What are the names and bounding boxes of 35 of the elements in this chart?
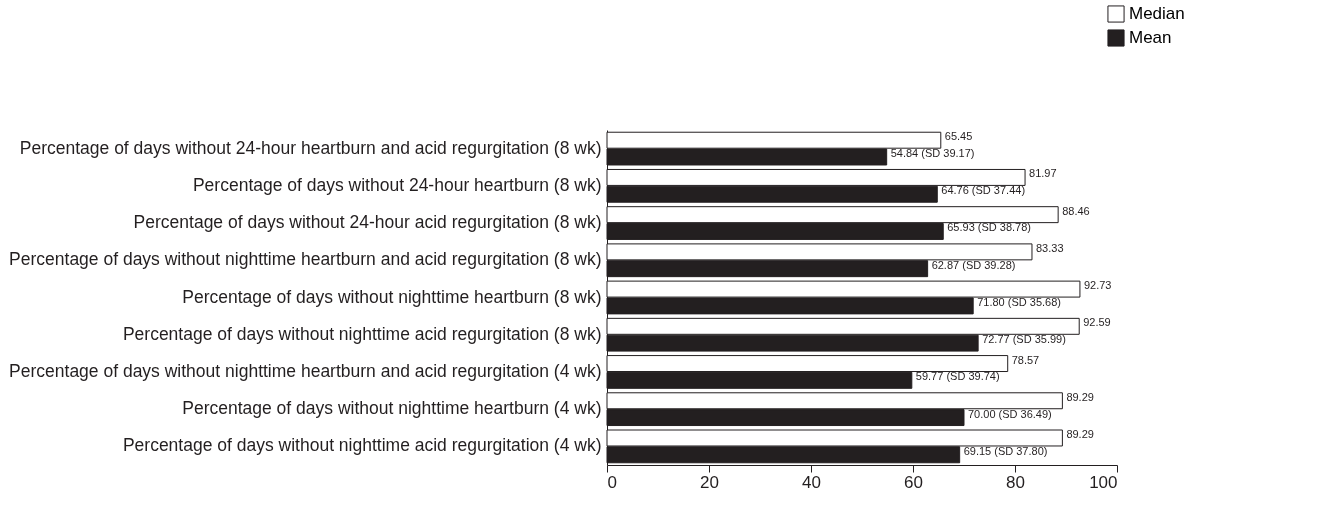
x-tick-label: 60 <box>904 472 923 492</box>
data-label: 71.80 (SD 35.68) <box>977 295 1061 308</box>
data-label: 89.29 <box>1066 390 1094 403</box>
data-label: 78.57 <box>1011 353 1040 366</box>
y-tick-label: Percentage of days without 24-hour heartburn and acid regurgitation (8 wk) <box>19 137 602 158</box>
data-label: 88.46 <box>1062 204 1090 217</box>
y-tick-label: Percentage of days without 24-hour heartburn (8 wk) <box>192 174 602 195</box>
x-tick-label: 80 <box>1006 472 1025 492</box>
data-label: 65.45 <box>944 130 973 143</box>
y-tick-label: Percentage of days without nighttime acid regurgitation (8 wk) <box>122 323 602 344</box>
y-tick-label: Percentage of days without nighttime heartburn and acid regurgitation (4 wk) <box>9 360 602 381</box>
data-label: 54.84 (SD 39.17) <box>890 147 975 160</box>
x-tick-label: 40 <box>802 472 821 492</box>
x-tick-label: 20 <box>700 472 719 492</box>
legend-label: Mean <box>1129 28 1172 47</box>
data-label: 69.15 (SD 37.80) <box>963 444 1048 457</box>
data-label: 81.97 <box>1029 167 1057 180</box>
data-label: 64.76 (SD 37.44) <box>941 184 1026 197</box>
data-label: 92.73 <box>1083 279 1112 292</box>
data-label: 92.59 <box>1083 316 1111 329</box>
y-tick-label: Percentage of days without nighttime heartburn (8 wk) <box>182 286 602 307</box>
x-tick-label: 0 <box>607 472 617 492</box>
y-tick-label: Percentage of days without nighttime acid regurgitation (4 wk) <box>122 435 602 456</box>
data-label: 59.77 (SD 39.74) <box>915 370 1000 383</box>
data-label: 83.33 <box>1035 241 1064 254</box>
y-tick-label: Percentage of days without 24-hour acid regurgitation (8 wk) <box>133 212 602 233</box>
data-label: 62.87 (SD 39.28) <box>931 258 1016 271</box>
data-label: 70.00 (SD 36.49) <box>968 407 1052 420</box>
y-tick-label: Percentage of days without nighttime heartburn and acid regurgitation (8 wk) <box>9 249 602 270</box>
data-label: 72.77 (SD 35.99) <box>982 333 1066 346</box>
y-tick-label: Percentage of days without nighttime heartburn (4 wk) <box>182 398 602 419</box>
x-tick-label: 100 <box>1089 472 1118 492</box>
data-label: 65.93 (SD 38.78) <box>947 221 1032 234</box>
legend-label: Median <box>1129 4 1185 23</box>
data-label: 89.29 <box>1066 427 1094 440</box>
